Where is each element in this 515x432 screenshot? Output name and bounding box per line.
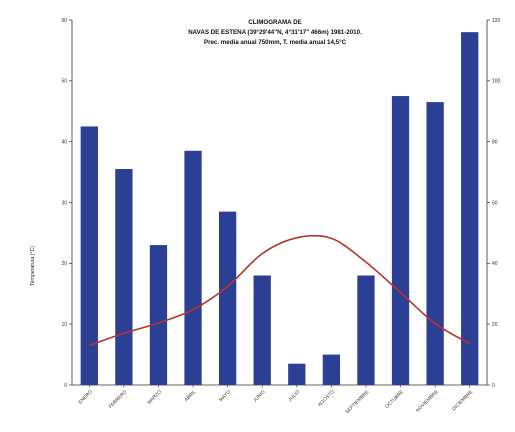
y-axis-title-left: Temperatura (°C) <box>30 246 36 286</box>
title-line-3: Prec. media anual 750mm, T. media anual … <box>204 39 347 46</box>
y-right-tick-label: 80 <box>492 139 498 145</box>
month-label-enero: ENERO <box>77 389 93 405</box>
precip-bar-julio <box>288 364 305 385</box>
month-label-mayo: MAYO <box>218 389 232 403</box>
y-left-tick-label: 50 <box>61 79 67 85</box>
precip-bar-octubre <box>392 96 409 385</box>
precip-bar-agosto <box>323 355 340 385</box>
month-label-junio: JUNIO <box>252 389 267 404</box>
precip-bar-diciembre <box>461 32 478 385</box>
precip-bar-junio <box>254 276 271 386</box>
y-left-tick-label: 30 <box>61 200 67 206</box>
month-label-agosto: AGOSTO <box>317 389 336 408</box>
precip-bar-mayo <box>219 212 236 385</box>
y-left-tick-label: 10 <box>61 322 67 328</box>
month-label-septiembre: SEPTIEMBRE <box>344 389 370 415</box>
title-line-2: NAVAS DE ESTENA (39°29'44"N, 4°31'17" 46… <box>188 29 362 36</box>
y-left-tick-label: 0 <box>64 383 67 389</box>
y-right-tick-label: 60 <box>492 200 498 206</box>
month-label-febrero: FEBRERO <box>108 389 129 410</box>
y-right-tick-label: 20 <box>492 322 498 328</box>
precip-bar-abril <box>184 151 201 385</box>
precipitation-bars <box>81 32 479 385</box>
month-label-julio: JULIO <box>287 389 301 403</box>
title-line-1: CLIMOGRAMA DE <box>248 19 301 26</box>
y-left-tick-label: 20 <box>61 261 67 267</box>
month-label-marzo: MARZO <box>146 389 163 406</box>
y-right-tick-label: 120 <box>492 18 501 24</box>
temperature-line <box>89 236 469 346</box>
month-labels: ENERO FEBRERO MARZO ABRIL MAYO JUNIO JULIO AGOS… <box>77 385 474 415</box>
y-right-tick-label: 40 <box>492 261 498 267</box>
y-right-tick-label: 0 <box>492 383 495 389</box>
month-label-octubre: OCTUBRE <box>384 389 405 410</box>
precip-bar-marzo <box>150 245 167 385</box>
precip-bar-enero <box>81 126 98 385</box>
temperature-line-group <box>89 236 469 346</box>
y-left-tick-label: 40 <box>61 139 67 145</box>
month-label-diciembre: DICIEMBRE <box>451 389 474 412</box>
month-label-abril: ABRIL <box>183 389 197 403</box>
precip-bar-noviembre <box>426 102 443 385</box>
chart-title: CLIMOGRAMA DE NAVAS DE ESTENA (39°29'44"… <box>188 19 362 46</box>
precip-bar-septiembre <box>357 276 374 386</box>
precip-bar-febrero <box>115 169 132 385</box>
y-right-tick-label: 100 <box>492 79 501 85</box>
month-label-noviembre: NOVIEMBRE <box>415 389 440 414</box>
y-left-tick-label: 60 <box>61 18 67 24</box>
